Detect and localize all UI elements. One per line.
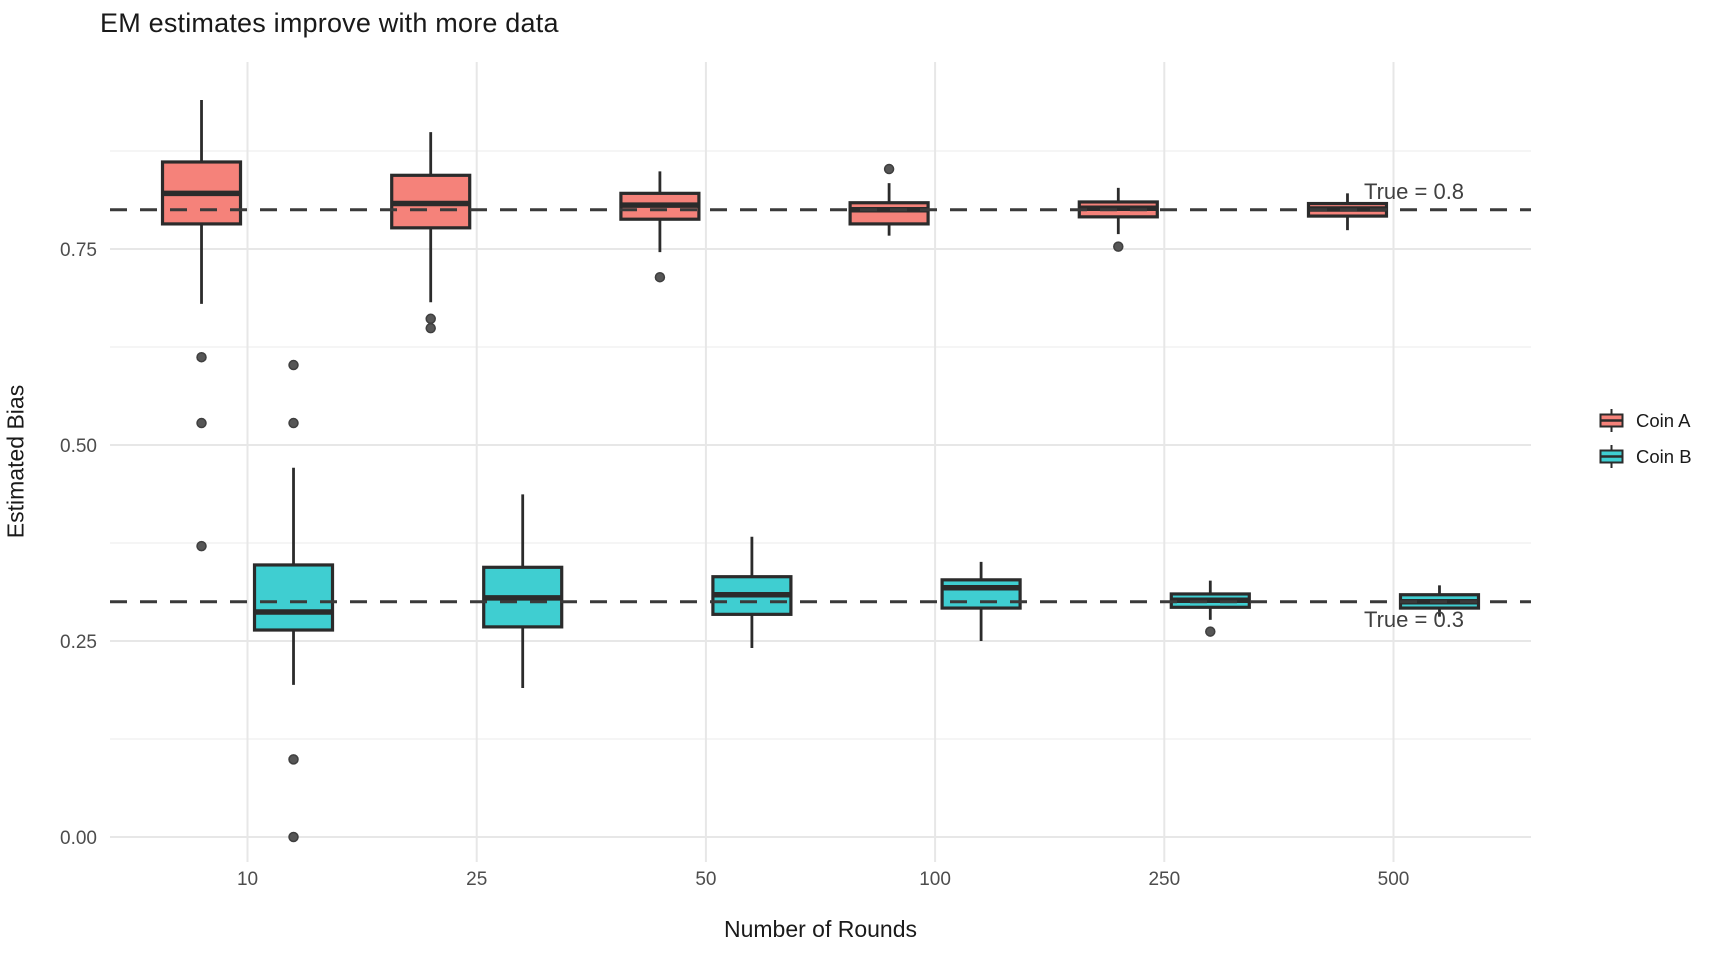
x-tick-label: 100 bbox=[919, 869, 951, 890]
outlier-point bbox=[196, 417, 207, 429]
outlier-point bbox=[883, 163, 895, 175]
outlier-point bbox=[1113, 241, 1124, 252]
box-coin-a-100 bbox=[848, 201, 930, 226]
y-tick-label: 0.25 bbox=[60, 632, 97, 653]
outlier-point bbox=[425, 322, 436, 334]
legend-label-coin-b: Coin B bbox=[1636, 445, 1692, 467]
x-tick-label: 10 bbox=[237, 869, 258, 890]
legend-item-coin-b: Coin B bbox=[1598, 443, 1692, 470]
outlier-point bbox=[288, 754, 299, 765]
x-tick-label: 50 bbox=[695, 869, 716, 890]
y-tick-label: 0.75 bbox=[60, 240, 97, 261]
outlier-point bbox=[196, 351, 207, 363]
outlier-point bbox=[288, 359, 299, 371]
outlier-point bbox=[1205, 626, 1216, 637]
chart-title: EM estimates improve with more data bbox=[100, 8, 559, 38]
outlier-point bbox=[288, 417, 299, 429]
outlier-point bbox=[425, 313, 436, 325]
legend-key-coin-b bbox=[1599, 445, 1624, 468]
reference-label-true-0.3: True = 0.3 bbox=[1363, 606, 1465, 632]
legend-item-coin-a: Coin A bbox=[1598, 407, 1692, 434]
outlier-point bbox=[288, 831, 299, 843]
legend-key-coin-a bbox=[1599, 409, 1624, 432]
legend: Coin A Coin B bbox=[1598, 407, 1692, 479]
y-tick-label: 0.00 bbox=[60, 828, 97, 849]
x-tick-label: 250 bbox=[1148, 869, 1180, 890]
legend-label-coin-a: Coin A bbox=[1636, 409, 1691, 431]
box-coin-b-10 bbox=[252, 563, 335, 632]
y-tick-label: 0.50 bbox=[60, 436, 97, 457]
box-coin-b-100 bbox=[940, 578, 1022, 610]
x-tick-label: 500 bbox=[1378, 869, 1410, 890]
reference-label-true-0.8: True = 0.8 bbox=[1363, 178, 1465, 204]
x-axis-title: Number of Rounds bbox=[723, 916, 918, 942]
y-axis-title: Estimated Bias bbox=[2, 384, 29, 539]
x-tick-label: 25 bbox=[466, 869, 487, 890]
outlier-point bbox=[196, 540, 207, 552]
outlier-point bbox=[654, 271, 666, 283]
